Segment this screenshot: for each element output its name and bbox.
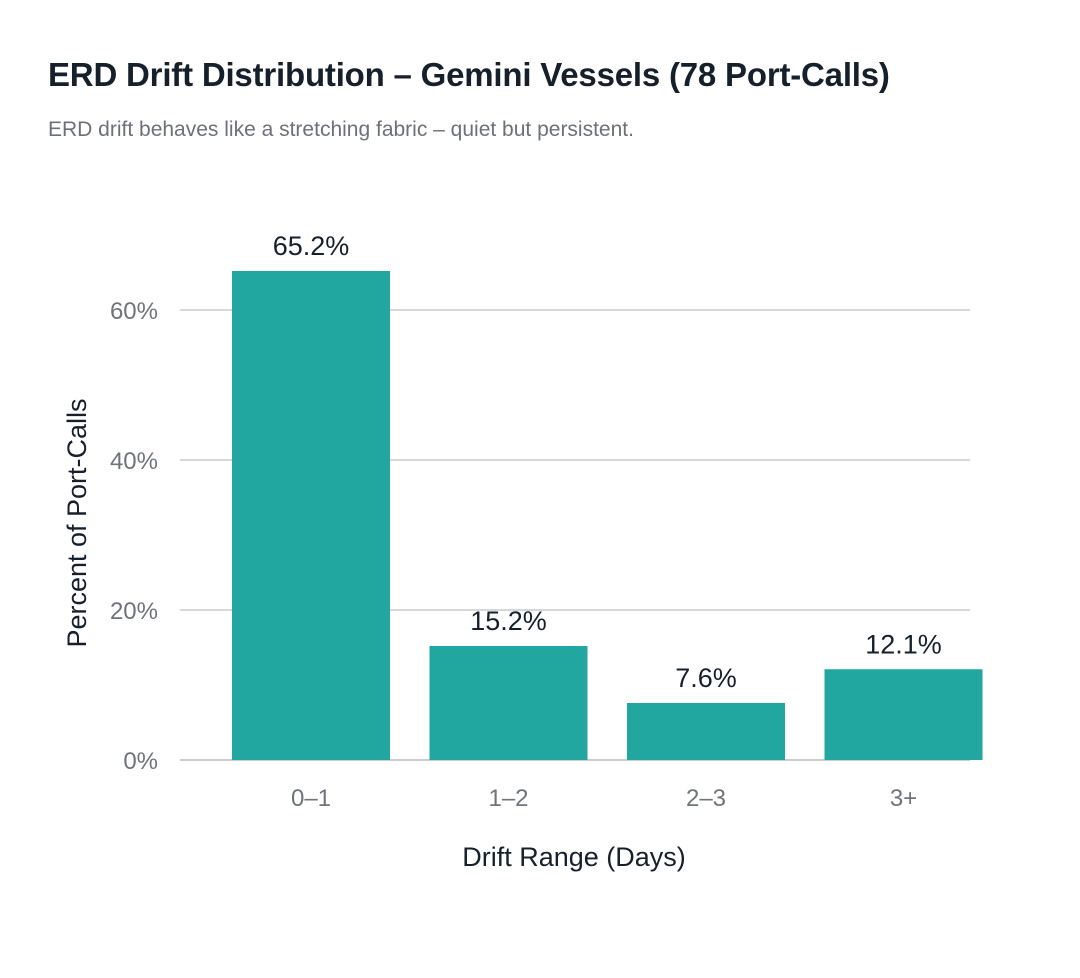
y-axis-ticks: 0% 20% 40% 60%: [110, 298, 158, 775]
y-tick-label: 20%: [110, 598, 158, 625]
bars: [232, 271, 983, 760]
x-axis-ticks: 0–1 1–2 2–3 3+: [291, 785, 917, 812]
x-tick-label: 2–3: [686, 785, 726, 812]
y-axis-title: Percent of Port-Calls: [62, 398, 92, 647]
bar: [429, 646, 588, 760]
bar: [232, 271, 390, 760]
data-label: 65.2%: [273, 231, 350, 261]
y-tick-label: 60%: [110, 298, 158, 325]
chart-subtitle: ERD drift behaves like a stretching fabr…: [48, 118, 634, 141]
data-label: 7.6%: [675, 663, 737, 693]
x-tick-label: 0–1: [291, 785, 331, 812]
x-axis-title: Drift Range (Days): [462, 842, 686, 872]
data-label: 15.2%: [470, 606, 547, 636]
y-tick-label: 40%: [110, 448, 158, 475]
y-tick-label: 0%: [123, 748, 158, 775]
chart-title: ERD Drift Distribution – Gemini Vessels …: [48, 56, 890, 93]
x-tick-label: 3+: [890, 785, 917, 812]
data-labels: 65.2% 15.2% 7.6% 12.1%: [273, 231, 942, 693]
bar: [824, 669, 983, 760]
data-label: 12.1%: [865, 629, 942, 659]
x-tick-label: 1–2: [488, 785, 528, 812]
bar: [627, 703, 785, 760]
